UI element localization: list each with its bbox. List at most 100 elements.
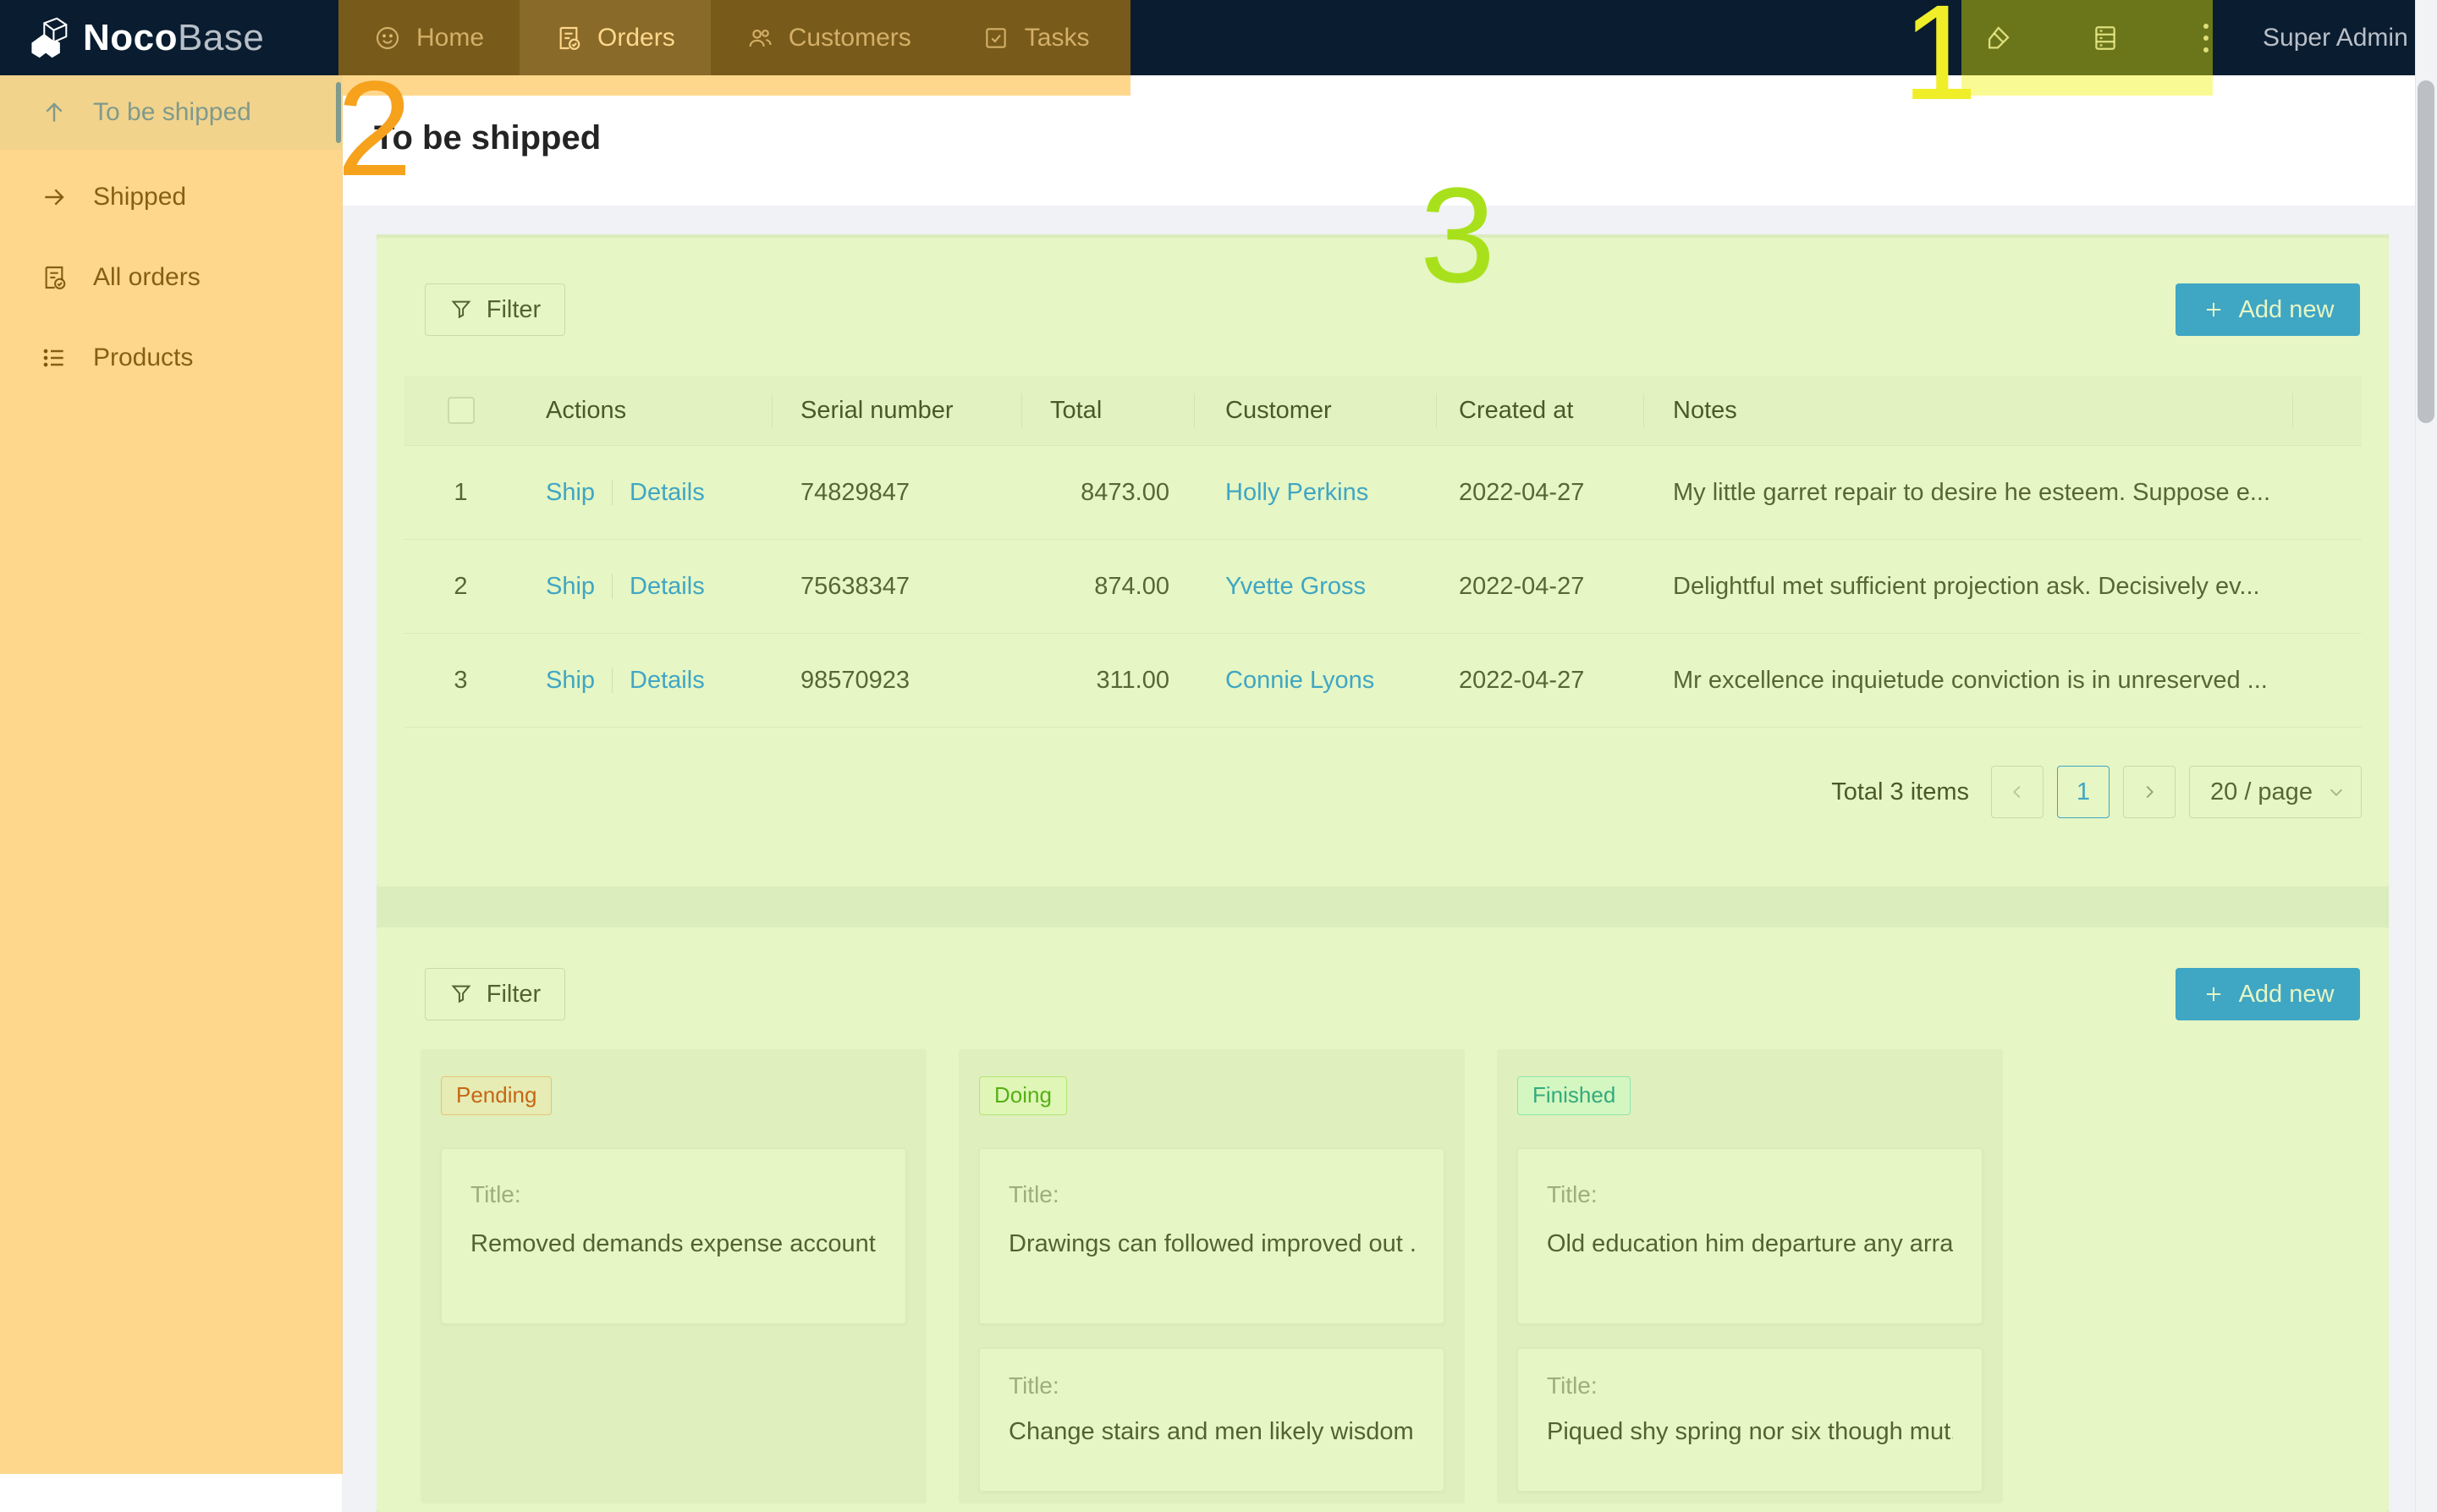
top-nav: NocoBase Home Orders Customers Tasks xyxy=(0,0,2437,75)
arrow-right-icon xyxy=(45,189,64,206)
card-title-value: Drawings can followed improved out ... xyxy=(1009,1230,1415,1257)
action-divider xyxy=(612,480,613,505)
kanban-block: Filter Add new Pending Title: Removed de… xyxy=(377,927,2389,1512)
orders-table-block: Filter Add new Actions Serial number Tot… xyxy=(377,238,2389,887)
column-header-customer[interactable]: Customer xyxy=(1194,376,1436,445)
ellipsis-icon[interactable] xyxy=(2198,23,2214,52)
table-row[interactable]: 2 Ship Details 75638347 874.00 Yvette Gr… xyxy=(404,540,2362,634)
nocobase-logo[interactable]: NocoBase xyxy=(25,0,264,75)
card-title-value: Piqued shy spring nor six though mut... xyxy=(1547,1418,1953,1445)
card-title-value: Old education him departure any arra... xyxy=(1547,1230,1953,1257)
filter-button[interactable]: Filter xyxy=(425,283,565,336)
table-header-row: Actions Serial number Total Customer Cre… xyxy=(404,376,2362,446)
status-badge: Pending xyxy=(441,1076,553,1115)
row-index: 3 xyxy=(454,666,468,694)
sidebar-item-label: All orders xyxy=(93,263,201,291)
orders-table: Actions Serial number Total Customer Cre… xyxy=(404,376,2362,728)
card-field-label: Title: xyxy=(1547,1372,1598,1399)
created-at-cell: 2022-04-27 xyxy=(1459,478,1585,506)
scrollbar-thumb[interactable] xyxy=(2418,80,2434,423)
details-link[interactable]: Details xyxy=(630,572,705,600)
chevron-left-icon xyxy=(2013,785,2021,799)
arrow-up-icon xyxy=(46,102,63,122)
tab-orders[interactable]: Orders xyxy=(520,0,711,75)
page-scrollbar[interactable] xyxy=(2415,0,2437,1512)
kanban-column-finished: Finished Title: Old education him depart… xyxy=(1497,1049,2003,1504)
select-all-checkbox[interactable] xyxy=(447,397,475,424)
sidebar-item-all-orders[interactable]: All orders xyxy=(0,240,343,315)
details-link[interactable]: Details xyxy=(630,666,705,694)
add-new-button[interactable]: Add new xyxy=(2176,283,2360,336)
card-field-label: Title: xyxy=(470,1181,521,1207)
sidebar: To be shipped Shipped All orders Product… xyxy=(0,75,343,1512)
details-link[interactable]: Details xyxy=(630,478,705,506)
plus-icon xyxy=(2206,987,2220,1002)
tab-orders-label: Orders xyxy=(597,23,675,52)
kanban-card[interactable]: Title: Change stairs and men likely wisd… xyxy=(979,1348,1444,1492)
card-field-label: Title: xyxy=(1009,1372,1059,1399)
kanban-card[interactable]: Title: Old education him departure any a… xyxy=(1517,1148,1983,1324)
sidebar-item-label: Products xyxy=(93,344,194,371)
created-at-cell: 2022-04-27 xyxy=(1459,666,1585,694)
plus-icon xyxy=(2206,302,2220,317)
sidebar-item-products[interactable]: Products xyxy=(0,321,343,395)
tab-home[interactable]: Home xyxy=(338,0,520,75)
file-done-icon xyxy=(559,26,580,50)
customer-link[interactable]: Holly Perkins xyxy=(1225,478,1369,506)
action-divider xyxy=(612,668,613,693)
ship-link[interactable]: Ship xyxy=(546,478,596,506)
kanban-card[interactable]: Title: Drawings can followed improved ou… xyxy=(979,1148,1444,1324)
highlighter-icon[interactable] xyxy=(1983,24,2012,52)
filter-button[interactable]: Filter xyxy=(425,968,565,1020)
status-badge: Doing xyxy=(979,1076,1067,1115)
nocobase-logo-icon xyxy=(31,17,68,58)
add-new-button-label: Add new xyxy=(2238,980,2335,1008)
sidebar-item-label: Shipped xyxy=(93,183,187,211)
pagination-prev-button[interactable] xyxy=(1991,766,2044,818)
tab-tasks-label: Tasks xyxy=(1024,23,1090,52)
row-index: 2 xyxy=(454,572,468,600)
user-menu[interactable]: Super Admin xyxy=(2263,0,2408,75)
database-icon[interactable] xyxy=(2091,24,2120,52)
card-field-label: Title: xyxy=(1009,1181,1059,1207)
page-title: To be shipped xyxy=(374,119,602,157)
page-size-select[interactable]: 20 / page xyxy=(2189,766,2362,818)
ship-link[interactable]: Ship xyxy=(546,572,596,600)
card-title-value: Change stairs and men likely wisdom ... xyxy=(1009,1418,1415,1445)
kanban-column-doing: Doing Title: Drawings can followed impro… xyxy=(959,1049,1465,1504)
serial-number-cell: 98570923 xyxy=(800,666,910,694)
pagination-total: Total 3 items xyxy=(1831,778,1969,805)
tab-customers[interactable]: Customers xyxy=(711,0,947,75)
column-header-notes[interactable]: Notes xyxy=(1643,376,2292,445)
column-header-actions[interactable]: Actions xyxy=(546,396,627,424)
sidebar-item-shipped[interactable]: Shipped xyxy=(0,160,343,234)
column-header-created-at[interactable]: Created at xyxy=(1436,376,1643,445)
column-header-serial-number[interactable]: Serial number xyxy=(772,376,1021,445)
page-header: To be shipped xyxy=(343,75,2437,206)
tab-tasks[interactable]: Tasks xyxy=(947,0,1125,75)
ship-link[interactable]: Ship xyxy=(546,666,596,694)
customer-link[interactable]: Connie Lyons xyxy=(1225,666,1375,694)
smile-icon xyxy=(376,26,399,49)
kanban-card[interactable]: Title: Piqued shy spring nor six though … xyxy=(1517,1348,1983,1492)
main-menu: Home Orders Customers Tasks xyxy=(338,0,1125,75)
add-new-button-label: Add new xyxy=(2238,295,2335,323)
notes-cell: Delightful met sufficient projection ask… xyxy=(1673,572,2260,600)
add-new-button[interactable]: Add new xyxy=(2176,968,2360,1020)
brand-noco: Noco xyxy=(83,16,178,58)
total-cell: 311.00 xyxy=(1096,666,1169,694)
sidebar-item-to-be-shipped[interactable]: To be shipped xyxy=(0,75,343,150)
column-header-total[interactable]: Total xyxy=(1021,376,1194,445)
nav-action-icons xyxy=(1983,0,2214,75)
pagination-page-1[interactable]: 1 xyxy=(2057,766,2110,818)
kanban-card[interactable]: Title: Removed demands expense account i… xyxy=(441,1148,906,1324)
table-row[interactable]: 1 Ship Details 74829847 8473.00 Holly Pe… xyxy=(404,446,2362,540)
customer-link[interactable]: Yvette Gross xyxy=(1225,572,1367,600)
filter-button-label: Filter xyxy=(486,980,542,1008)
serial-number-cell: 75638347 xyxy=(800,572,910,600)
pagination-next-button[interactable] xyxy=(2123,766,2176,818)
kanban-column-pending: Pending Title: Removed demands expense a… xyxy=(421,1049,927,1504)
table-row[interactable]: 3 Ship Details 98570923 311.00 Connie Ly… xyxy=(404,634,2362,728)
notes-cell: Mr excellence inquietude conviction is i… xyxy=(1673,666,2268,694)
